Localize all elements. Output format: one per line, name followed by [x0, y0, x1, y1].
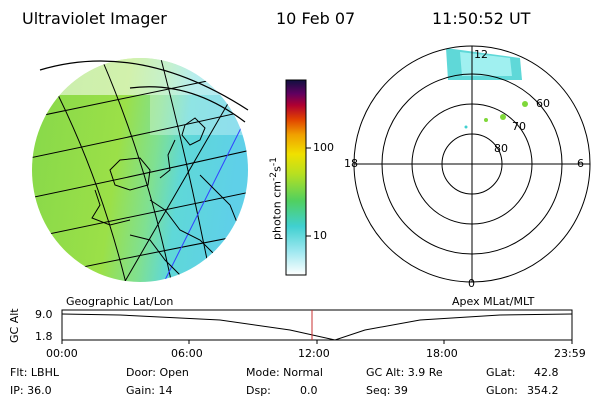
- date-label: 10 Feb 07: [276, 9, 356, 28]
- timeline-ytick-high: 9.0: [35, 308, 53, 321]
- info-flt: Flt: LBHL: [10, 366, 59, 379]
- info-dsp-label: Dsp:: [246, 384, 271, 397]
- timeline-xtick-1: 06:00: [171, 347, 203, 360]
- mlt-label-6: 6: [577, 157, 584, 170]
- info-glat-value: 42.8: [534, 366, 559, 379]
- instrument-title: Ultraviolet Imager: [22, 9, 167, 28]
- altitude-timeline: [61, 309, 573, 344]
- timeline-xtick-4: 23:59: [554, 347, 586, 360]
- colorbar-unit: photon cm-2s-1: [268, 157, 284, 240]
- timeline-xtick-0: 00:00: [46, 347, 78, 360]
- timeline-ytick-low: 1.8: [35, 330, 53, 343]
- polar-plot: [353, 45, 591, 283]
- mlt-label-18: 18: [344, 157, 358, 170]
- info-dsp-value: 0.0: [300, 384, 318, 397]
- colorbar-tick-10: 10: [313, 229, 327, 242]
- info-ip: IP: 36.0: [10, 384, 52, 397]
- geographic-label: Geographic Lat/Lon: [66, 295, 174, 308]
- colorbar-tick-100: 100: [313, 141, 334, 154]
- info-glon-value: 354.2: [527, 384, 559, 397]
- mlt-label-0: 0: [468, 277, 475, 290]
- timeline-xtick-2: 12:00: [298, 347, 330, 360]
- lat-label-80: 80: [494, 142, 508, 155]
- info-glon-label: GLon:: [486, 384, 518, 397]
- info-gc-alt: GC Alt: 3.9 Re: [366, 366, 443, 379]
- apex-label: Apex MLat/MLT: [452, 295, 535, 308]
- info-gain: Gain: 14: [126, 384, 173, 397]
- time-label: 11:50:52 UT: [432, 9, 531, 28]
- timeline-xtick-3: 18:00: [426, 347, 458, 360]
- info-seq: Seq: 39: [366, 384, 408, 397]
- info-mode: Mode: Normal: [246, 366, 323, 379]
- lat-label-60: 60: [536, 97, 550, 110]
- info-glat-label: GLat:: [486, 366, 516, 379]
- timeline-ylabel: GC Alt: [8, 308, 21, 343]
- earth-image: [32, 58, 249, 282]
- lat-label-70: 70: [512, 120, 526, 133]
- colorbar: [285, 79, 311, 276]
- mlt-label-12: 12: [474, 48, 488, 61]
- info-door: Door: Open: [126, 366, 189, 379]
